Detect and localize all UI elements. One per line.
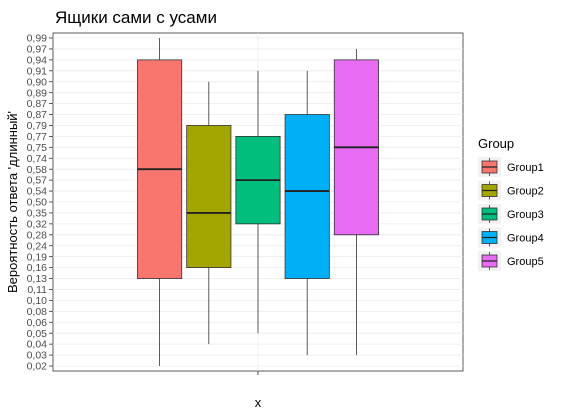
- box-group4: [284, 70, 330, 356]
- y-tick-label: 0,87: [27, 109, 48, 121]
- y-tick-label: 0,04: [27, 339, 48, 351]
- y-tick-label: 0,79: [27, 120, 48, 132]
- y-tick-label: 0,06: [27, 317, 48, 329]
- legend-item-group1: Group1: [478, 157, 544, 177]
- y-tick-label: 0,35: [27, 208, 48, 220]
- y-tick-label: 0,97: [27, 44, 48, 56]
- chart-title: Ящики сами с усами: [55, 8, 217, 27]
- legend-item-group5: Group5: [478, 251, 544, 271]
- y-tick-label: 0,19: [27, 251, 48, 263]
- y-tick-label: 0,28: [27, 229, 48, 241]
- legend-label: Group4: [507, 233, 544, 245]
- y-tick-label: 0,03: [27, 350, 48, 362]
- legend: Group Group1 Group2 Group3 Group4 Group5: [478, 136, 544, 271]
- y-tick-label: 0,57: [27, 175, 48, 187]
- y-tick-label: 0,91: [27, 65, 48, 77]
- y-tick-label: 0,24: [27, 240, 48, 252]
- y-tick-label: 0,94: [27, 54, 48, 66]
- y-tick-label: 0,75: [27, 142, 48, 154]
- y-tick-label: 0,05: [27, 328, 48, 340]
- y-tick-label: 0,02: [27, 361, 48, 373]
- legend-item-group3: Group3: [478, 204, 544, 224]
- box-group3: [235, 70, 281, 334]
- y-tick-label: 0,08: [27, 306, 48, 318]
- y-axis-ticks: 0,020,030,040,050,060,080,100,110,130,16…: [27, 33, 259, 375]
- y-axis-label: Вероятность ответа 'длинный': [5, 111, 20, 293]
- y-tick-label: 0,16: [27, 262, 48, 274]
- y-tick-label: 0,32: [27, 218, 48, 230]
- y-tick-label: 0,13: [27, 273, 48, 285]
- y-tick-label: 0,99: [27, 33, 48, 45]
- legend-label: Group1: [507, 162, 544, 174]
- legend-item-group4: Group4: [478, 227, 544, 248]
- y-tick-label: 0,58: [27, 164, 48, 176]
- y-tick-label: 0,54: [27, 186, 48, 198]
- legend-label: Group5: [507, 256, 544, 268]
- x-axis-label: x: [255, 395, 262, 410]
- y-tick-label: 0,90: [27, 76, 48, 88]
- legend-title: Group: [478, 136, 514, 151]
- legend-item-group2: Group2: [478, 180, 544, 201]
- box-group2: [186, 81, 232, 345]
- y-tick-label: 0,89: [27, 87, 48, 99]
- legend-label: Group3: [507, 209, 544, 221]
- box-body: [284, 114, 330, 279]
- y-tick-label: 0,74: [27, 153, 48, 165]
- y-tick-label: 0,50: [27, 197, 48, 209]
- legend-label: Group2: [507, 186, 544, 198]
- y-tick-label: 0,10: [27, 295, 48, 307]
- y-tick-label: 0,87: [27, 98, 48, 110]
- box-group1: [137, 38, 183, 366]
- box-body: [186, 125, 232, 268]
- box-group5: [333, 48, 379, 356]
- y-tick-label: 0,77: [27, 131, 48, 143]
- y-tick-label: 0,11: [27, 284, 47, 296]
- boxes: [137, 38, 379, 366]
